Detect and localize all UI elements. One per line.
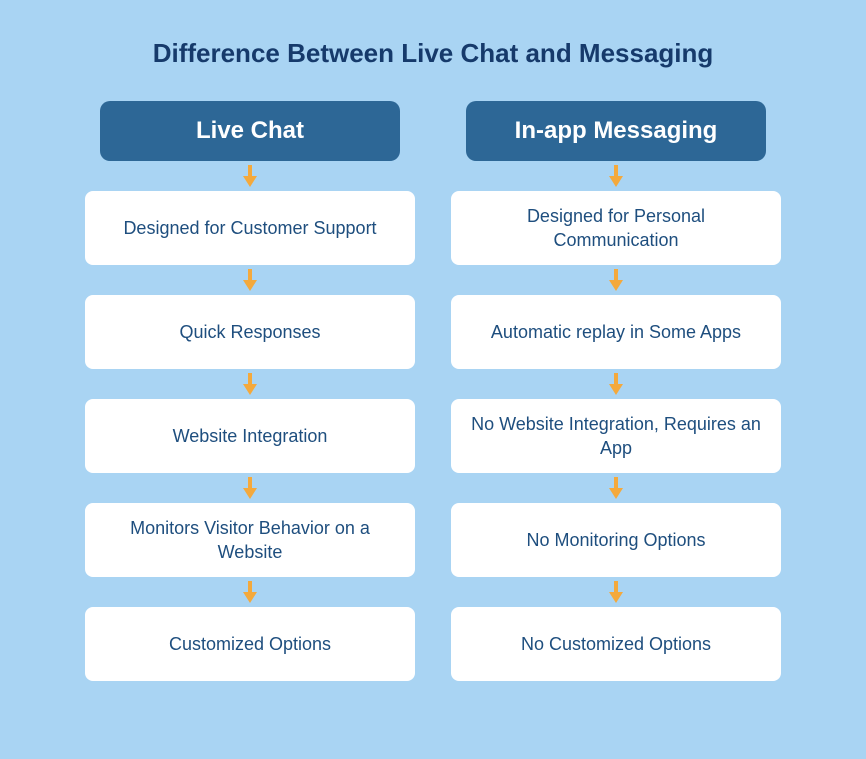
arrow-down-icon xyxy=(605,473,627,503)
arrow-down-icon xyxy=(239,369,261,399)
arrow-down-icon xyxy=(605,369,627,399)
list-item: Automatic replay in Some Apps xyxy=(451,295,781,369)
columns-container: Live Chat Designed for Customer Support … xyxy=(70,101,796,681)
list-item: Designed for Personal Communication xyxy=(451,191,781,265)
arrow-down-icon xyxy=(605,265,627,295)
canvas: Difference Between Live Chat and Messagi… xyxy=(0,0,866,759)
list-item: No Website Integration, Requires an App xyxy=(451,399,781,473)
list-item: Quick Responses xyxy=(85,295,415,369)
arrow-down-icon xyxy=(605,161,627,191)
arrow-down-icon xyxy=(239,265,261,295)
arrow-down-icon xyxy=(605,577,627,607)
column-header: Live Chat xyxy=(100,101,400,161)
list-item: No Monitoring Options xyxy=(451,503,781,577)
column-live-chat: Live Chat Designed for Customer Support … xyxy=(85,101,415,681)
list-item: No Customized Options xyxy=(451,607,781,681)
list-item: Customized Options xyxy=(85,607,415,681)
column-header: In-app Messaging xyxy=(466,101,766,161)
list-item: Monitors Visitor Behavior on a Website xyxy=(85,503,415,577)
arrow-down-icon xyxy=(239,161,261,191)
column-in-app-messaging: In-app Messaging Designed for Personal C… xyxy=(451,101,781,681)
arrow-down-icon xyxy=(239,473,261,503)
page-title: Difference Between Live Chat and Messagi… xyxy=(153,38,714,69)
arrow-down-icon xyxy=(239,577,261,607)
list-item: Website Integration xyxy=(85,399,415,473)
list-item: Designed for Customer Support xyxy=(85,191,415,265)
